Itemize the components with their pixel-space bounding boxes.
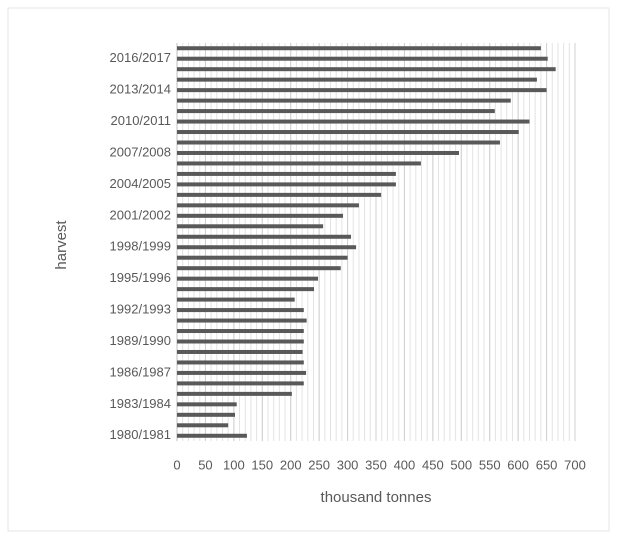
bar	[177, 245, 357, 250]
bar	[177, 381, 304, 386]
chart-border	[7, 7, 610, 532]
bar	[177, 98, 511, 103]
bar	[177, 130, 519, 135]
y-tick-label: 2013/2014	[110, 82, 171, 97]
bar	[177, 67, 556, 72]
bar	[177, 77, 537, 82]
x-tick-label: 300	[337, 457, 359, 472]
x-tick-label: 450	[422, 457, 444, 472]
bar	[177, 402, 237, 407]
bar	[177, 276, 319, 281]
bar	[177, 423, 229, 428]
y-tick-label: 1992/1993	[110, 302, 171, 317]
x-tick-label: 400	[394, 457, 416, 472]
bar	[177, 46, 541, 51]
bar	[177, 182, 396, 187]
bar	[177, 297, 295, 302]
bar	[177, 391, 292, 396]
x-tick-label: 350	[365, 457, 387, 472]
bar	[177, 412, 235, 417]
y-axis-title: harvest	[53, 220, 70, 270]
bar	[177, 349, 303, 354]
bar	[177, 56, 548, 61]
y-tick-label: 1980/1981	[110, 427, 171, 442]
bar	[177, 266, 341, 271]
bar	[177, 433, 247, 438]
x-tick-label: 0	[173, 457, 180, 472]
bar	[177, 213, 344, 218]
bar	[177, 161, 421, 166]
bar	[177, 318, 307, 323]
x-tick-label: 200	[280, 457, 302, 472]
x-tick-label: 700	[564, 457, 586, 472]
bar	[177, 192, 382, 197]
y-tick-label: 1989/1990	[110, 333, 171, 348]
x-tick-label: 250	[308, 457, 330, 472]
y-tick-label: 1998/1999	[110, 239, 171, 254]
bar	[177, 109, 495, 114]
bar	[177, 224, 324, 229]
bar	[177, 339, 304, 344]
bar	[177, 370, 307, 375]
bar	[177, 287, 315, 292]
x-tick-label: 600	[507, 457, 529, 472]
y-tick-label: 1995/1996	[110, 270, 171, 285]
x-tick-label: 50	[198, 457, 212, 472]
y-tick-label: 2001/2002	[110, 207, 171, 222]
y-tick-label: 1986/1987	[110, 364, 171, 379]
bar	[177, 140, 500, 145]
bar	[177, 88, 547, 93]
x-tick-label: 150	[251, 457, 273, 472]
bar	[177, 203, 359, 208]
x-axis-title: thousand tonnes	[321, 489, 432, 506]
bar	[177, 329, 304, 334]
x-tick-label: 650	[536, 457, 558, 472]
bar	[177, 119, 530, 124]
y-tick-label: 2010/2011	[111, 113, 172, 128]
y-tick-label: 2016/2017	[110, 50, 171, 65]
bar	[177, 255, 348, 260]
x-tick-label: 100	[223, 457, 245, 472]
y-tick-label: 2004/2005	[110, 176, 171, 191]
bar	[177, 308, 304, 313]
y-tick-label: 1983/1984	[110, 396, 171, 411]
x-tick-label: 500	[450, 457, 472, 472]
bar	[177, 234, 351, 239]
y-tick-label: 2007/2008	[110, 144, 171, 159]
bar	[177, 360, 304, 365]
bar	[177, 171, 396, 176]
x-tick-label: 550	[479, 457, 501, 472]
bar	[177, 150, 460, 155]
